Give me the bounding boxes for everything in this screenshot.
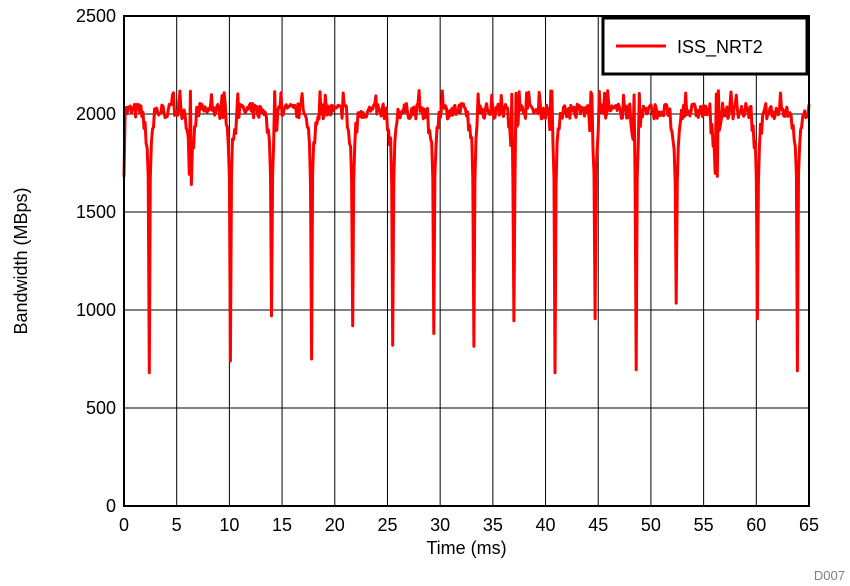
x-tick-label: 10 <box>219 515 239 535</box>
plot-frame <box>123 15 810 507</box>
x-axis-label: Time (ms) <box>426 538 506 558</box>
x-tick-label: 45 <box>588 515 608 535</box>
x-tick-labels: 0 5 10 15 20 25 30 35 40 45 50 55 60 65 <box>119 515 819 535</box>
x-tick-label: 30 <box>430 515 450 535</box>
x-tick-label: 50 <box>641 515 661 535</box>
y-tick-label: 2000 <box>76 104 116 124</box>
x-tick-label: 55 <box>694 515 714 535</box>
x-tick-label: 0 <box>119 515 129 535</box>
x-tick-label: 25 <box>377 515 397 535</box>
x-tick-label: 40 <box>536 515 556 535</box>
series-layer <box>122 89 811 375</box>
x-tick-label: 20 <box>325 515 345 535</box>
y-tick-label: 2500 <box>76 6 116 26</box>
legend: ISS_NRT2 <box>601 16 809 76</box>
x-tick-label: 65 <box>799 515 819 535</box>
x-tick-label: 35 <box>483 515 503 535</box>
y-tick-label: 500 <box>86 398 116 418</box>
y-tick-label: 1500 <box>76 202 116 222</box>
x-tick-label: 5 <box>172 515 182 535</box>
y-tick-labels: 0 500 1000 1500 2000 2500 <box>76 6 116 516</box>
series-line-iss-nrt2 <box>122 89 811 375</box>
y-tick-label: 0 <box>106 496 116 516</box>
legend-label-iss-nrt2: ISS_NRT2 <box>677 37 763 58</box>
x-tick-label: 15 <box>272 515 292 535</box>
y-axis-label: Bandwidth (MBps) <box>11 187 31 334</box>
figure-id: D007 <box>814 568 845 583</box>
x-tick-label: 60 <box>746 515 766 535</box>
y-tick-label: 1000 <box>76 300 116 320</box>
grid <box>124 16 809 506</box>
